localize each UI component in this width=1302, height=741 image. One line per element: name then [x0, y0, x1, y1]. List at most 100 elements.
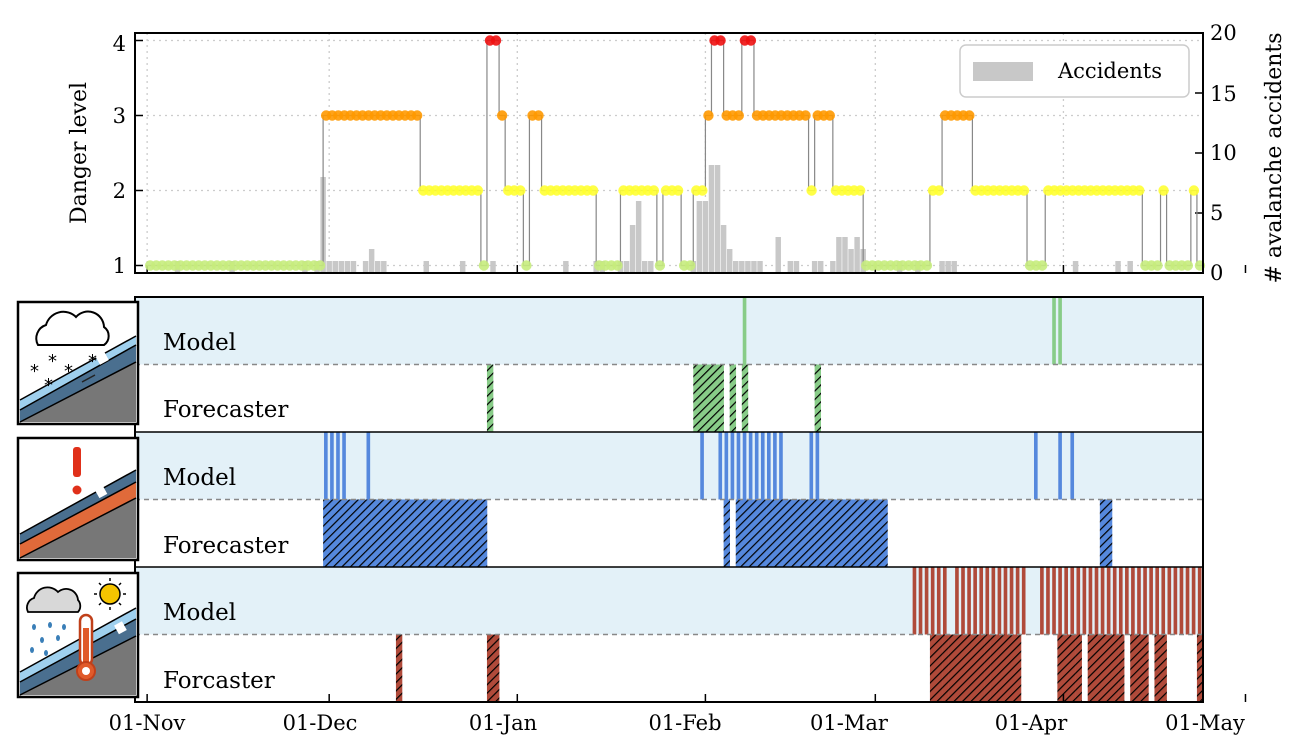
model-mark [979, 567, 984, 635]
y2tick-label: 20 [1210, 21, 1237, 45]
forecaster-mark [869, 499, 876, 567]
forecaster-mark [1008, 634, 1016, 702]
model-row-background [135, 297, 1203, 365]
danger-marker [800, 110, 811, 121]
model-mark [1149, 567, 1153, 635]
model-mark [767, 432, 771, 500]
forecaster-mark [383, 499, 391, 567]
accident-bar [811, 261, 818, 273]
warning-layer-icon [16, 436, 140, 562]
xtick-label: 01-Apr [995, 711, 1068, 735]
forecaster-mark [1069, 634, 1076, 702]
danger-marker [490, 35, 502, 46]
forecaster-mark [826, 499, 834, 567]
accident-bar [793, 261, 800, 273]
right-y-axis: 0 5 10 15 20 # avalanche accidents [1210, 21, 1287, 285]
danger-marker [697, 185, 708, 196]
model-mark [1167, 567, 1172, 635]
model-mark [1155, 567, 1160, 635]
y2tick-label: 5 [1210, 201, 1223, 225]
model-mark [1112, 567, 1117, 635]
model-mark [955, 567, 959, 635]
forecaster-mark [741, 364, 749, 432]
forecaster-mark [438, 499, 445, 567]
forecaster-mark [796, 499, 803, 567]
accident-bar [381, 261, 387, 273]
model-mark [1100, 567, 1105, 635]
model-mark [809, 432, 814, 500]
xtick-label: 01-Jan [469, 711, 537, 735]
forecaster-mark [450, 499, 457, 567]
forecaster-mark [996, 634, 1004, 702]
forecaster-mark [954, 634, 961, 702]
forecaster-mark [1130, 634, 1137, 702]
danger-marker [314, 260, 326, 271]
model-mark [1052, 297, 1056, 365]
forecaster-mark [942, 634, 949, 702]
accident-bar [350, 261, 357, 273]
legend-swatch [973, 62, 1033, 81]
strip-marks [323, 297, 1204, 702]
forecaster-mark [881, 499, 888, 567]
forecaster-mark [493, 634, 500, 702]
model-mark [1076, 567, 1081, 635]
accident-bar [745, 261, 751, 273]
danger-marker [685, 260, 696, 271]
forecaster-mark [486, 634, 494, 702]
snow-cloud-icon: * * * * * [16, 300, 140, 426]
model-mark [961, 567, 965, 635]
danger-marker [703, 110, 714, 121]
legend-box [959, 44, 1190, 98]
forecaster-mark [1136, 634, 1143, 702]
svg-text:*: * [88, 351, 97, 372]
model-mark [1118, 567, 1123, 635]
accident-bar [708, 165, 715, 273]
forecaster-mark [1057, 634, 1064, 702]
xtick-label: 01-Mar [810, 711, 889, 735]
row-label-model: Model [163, 330, 236, 356]
forecaster-mark [838, 499, 846, 567]
accident-bar [338, 261, 345, 273]
model-mark [748, 432, 753, 500]
model-mark [366, 432, 371, 500]
model-mark [1137, 567, 1141, 635]
forecaster-mark [960, 634, 967, 702]
accident-bar [842, 237, 848, 273]
accident-bar [817, 261, 824, 273]
accident-bar [1072, 261, 1079, 273]
forecaster-mark [735, 499, 743, 567]
danger-marker [824, 110, 836, 121]
danger-marker [921, 260, 933, 271]
accident-bar [326, 261, 332, 273]
accident-bar [648, 261, 654, 273]
danger-marker [1018, 185, 1030, 196]
forecaster-mark [468, 499, 476, 567]
forecaster-mark [972, 634, 979, 702]
forecaster-mark [426, 499, 433, 567]
accident-bar [332, 261, 338, 273]
forecaster-mark [1142, 634, 1149, 702]
forecaster-mark [414, 499, 421, 567]
sun-rain-thermometer-icon [16, 571, 140, 699]
model-mark [1040, 567, 1044, 635]
forecaster-mark [1105, 499, 1113, 567]
model-mark [1131, 567, 1135, 635]
accident-bar [757, 261, 763, 273]
accident-bar [836, 237, 842, 273]
ytick-label: 3 [113, 104, 126, 128]
forecaster-mark [948, 634, 955, 702]
model-mark [973, 567, 977, 635]
forecaster-mark [857, 499, 864, 567]
accident-bar [423, 261, 430, 273]
model-mark [924, 567, 929, 635]
forecaster-mark [802, 499, 809, 567]
accident-bar [362, 261, 369, 273]
danger-marker [612, 260, 623, 271]
danger-level-markers [144, 35, 1206, 271]
forecaster-mark [1093, 634, 1101, 702]
forecaster-mark [395, 634, 403, 702]
forecaster-mark [1105, 634, 1113, 702]
danger-marker [964, 110, 975, 121]
model-mark [1161, 567, 1166, 635]
top-axes-frame [134, 32, 1204, 274]
